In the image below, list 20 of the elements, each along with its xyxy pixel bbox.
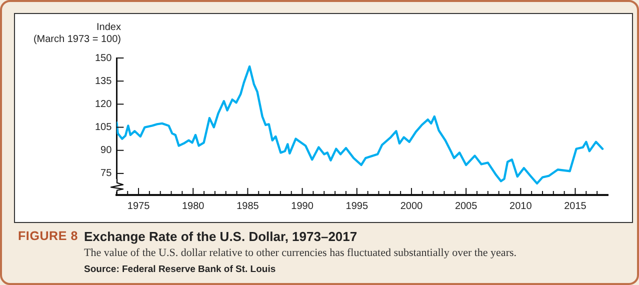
y-tick-label: 135	[94, 76, 112, 87]
y-tick-label: 75	[100, 168, 112, 180]
caption: FIGURE 8	[18, 229, 78, 243]
y-tick-label: 120	[94, 98, 112, 110]
y-tick-label: 105	[94, 122, 112, 134]
y-tick-label: 150	[94, 52, 112, 64]
x-tick-label: 2000	[400, 200, 424, 212]
x-tick-label: 1985	[236, 200, 260, 212]
source-note: Source: Federal Reserve Bank of St. Louis	[84, 264, 276, 275]
x-tick-label: 1995	[346, 200, 368, 212]
text: Exchange Rate of the U.S. Dollar, 1973–2017	[84, 229, 358, 244]
x-tick-label: 1975	[127, 200, 150, 212]
text: The value of the U.S. dollar relative to other currencies has fluctuated substantially over the years.	[84, 247, 517, 259]
y-axis-title: Index (March 1973 = 100)	[32, 22, 121, 46]
x-tick-label: 1990	[291, 200, 314, 212]
x-tick-label: 2015	[564, 200, 587, 212]
x-tick-label: 2010	[510, 200, 532, 212]
x-tick-label: 1980	[182, 200, 205, 212]
y-tick-label: 90	[100, 145, 112, 156]
x-tick-label: 2005	[454, 200, 478, 212]
